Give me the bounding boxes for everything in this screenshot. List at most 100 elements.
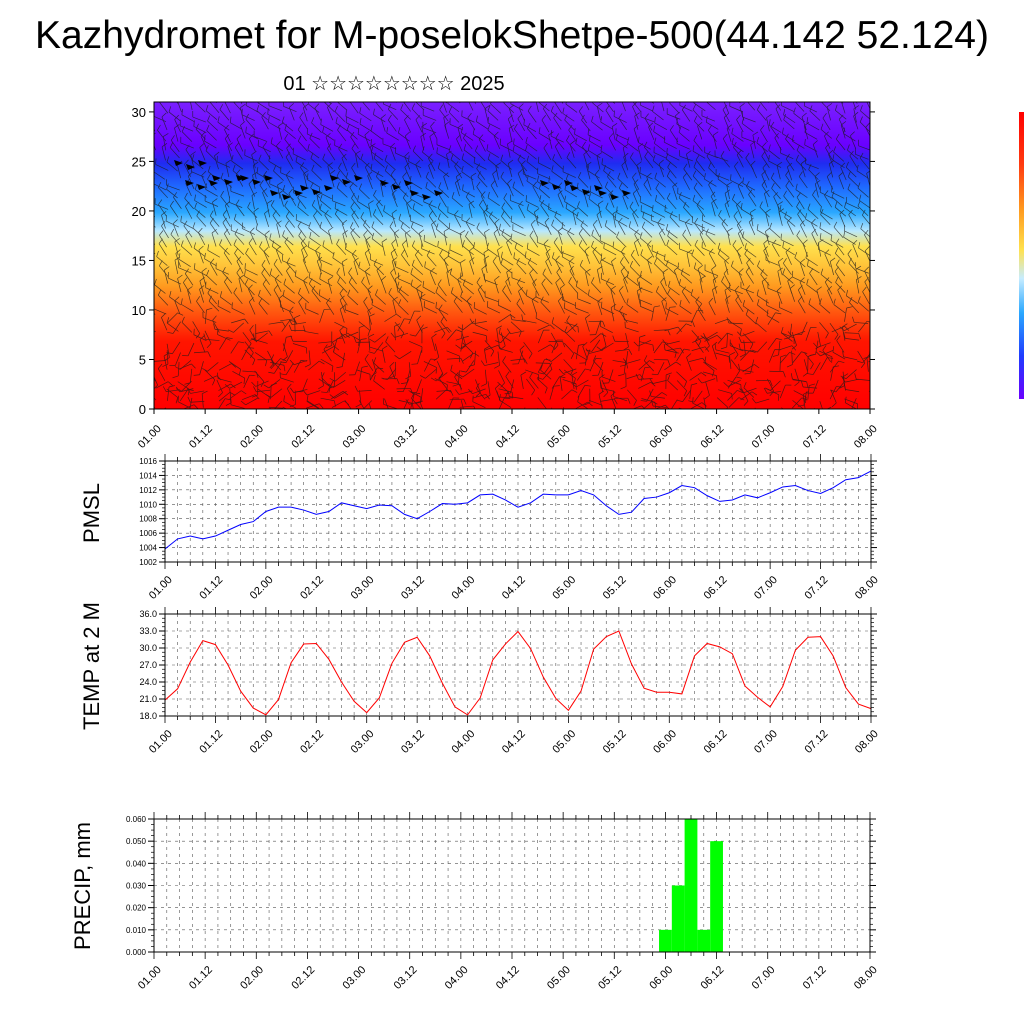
wind-barb-flag — [705, 95, 707, 101]
wind-barb-flag — [448, 145, 452, 152]
wind-barb-flag — [360, 153, 364, 160]
wind-barb — [512, 229, 526, 236]
wind-barb — [847, 188, 859, 199]
wind-barb-flag — [326, 297, 331, 304]
wind-barb-flag — [602, 321, 606, 327]
wind-barb-flag — [351, 192, 355, 199]
wind-barb-flag — [634, 238, 640, 243]
wind-barb-flag — [566, 152, 571, 158]
wind-barb-flag — [674, 351, 677, 358]
wind-barb-flag — [350, 102, 351, 103]
wind-barb-flag — [224, 228, 229, 234]
wind-barb — [692, 221, 706, 229]
wind-barb-flag — [833, 365, 840, 368]
wind-barb — [540, 369, 552, 380]
wind-barb-flag — [693, 262, 697, 269]
wind-barb — [174, 300, 181, 315]
wind-barb-flag — [193, 263, 196, 270]
wind-barb — [568, 282, 578, 294]
wind-barb — [479, 205, 488, 217]
wind-barb-flag — [651, 401, 658, 405]
wind-barb — [262, 192, 269, 206]
wind-barb — [828, 154, 834, 168]
wind-barb-flag — [704, 346, 710, 352]
wind-barb-flag — [744, 372, 751, 375]
precip-bar — [710, 841, 723, 952]
wind-barb-flag — [327, 143, 332, 149]
wind-barb — [345, 309, 359, 316]
wind-barb — [345, 177, 358, 187]
wind-barb — [817, 342, 831, 348]
wind-barb-flag — [284, 124, 287, 131]
wind-barb-flag — [342, 230, 348, 235]
wind-barb — [165, 220, 179, 228]
wind-barb-flag — [621, 94, 625, 98]
wind-barb-flag — [783, 371, 786, 378]
wind-barb-flag — [282, 230, 285, 237]
wind-barb-flag — [584, 246, 590, 251]
wind-barb-flag — [348, 276, 353, 283]
wind-barb-flag — [531, 295, 537, 301]
wind-barb — [768, 150, 780, 160]
wind-barb-flag — [197, 84, 200, 89]
wind-barb — [724, 290, 729, 304]
wind-barb-flag — [562, 107, 565, 114]
wind-barb — [664, 343, 677, 353]
wind-barb-flag — [462, 336, 469, 339]
wind-barb-flag — [198, 227, 203, 233]
wind-barb-flag — [360, 212, 364, 218]
wind-barb — [262, 146, 271, 160]
wind-barb — [368, 316, 371, 331]
wind-barb-flag — [235, 169, 241, 175]
wind-barb-flag — [234, 228, 239, 235]
wind-barb-flag — [780, 354, 787, 358]
wind-barb-flag — [298, 287, 301, 294]
wind-barb — [607, 176, 617, 188]
wind-barb — [679, 105, 693, 112]
wind-barb — [819, 227, 833, 236]
wind-barb-flag — [476, 181, 481, 187]
wind-barb-flag — [398, 299, 402, 305]
wind-barb-flag — [626, 298, 629, 305]
wind-barb — [550, 332, 559, 346]
wind-barb-flag — [292, 147, 295, 154]
wind-barb — [154, 308, 167, 315]
wind-barb-flag — [682, 229, 687, 236]
wind-barb — [741, 123, 754, 132]
wind-barb — [551, 407, 553, 409]
wind-barb-flag — [727, 332, 733, 336]
wind-barb-flag — [500, 171, 504, 178]
wind-barb-flag — [486, 242, 489, 249]
wind-barb-flag — [349, 182, 354, 188]
wind-barb — [196, 215, 207, 227]
wind-barb-flag — [467, 296, 472, 302]
wind-barb — [702, 229, 716, 236]
wind-barb-flag — [684, 381, 687, 388]
wind-barb — [593, 360, 604, 372]
wind-barb-flag — [183, 277, 188, 283]
wind-barb — [822, 117, 831, 131]
wind-barb — [177, 381, 190, 390]
wind-barb-flag — [357, 128, 360, 135]
wind-barb — [505, 281, 512, 295]
wind-barb-flag — [796, 192, 801, 198]
wind-barb-flag — [285, 220, 289, 227]
wind-barb-flag — [864, 277, 870, 283]
wind-barb — [640, 306, 654, 313]
wind-barb — [870, 323, 881, 331]
wind-barb-flag — [628, 349, 633, 355]
wind-barb — [359, 367, 363, 382]
wind-barb-flag — [560, 284, 566, 289]
wind-barb-flag — [675, 361, 682, 366]
wind-barb-flag — [847, 171, 851, 177]
wind-barb — [591, 121, 603, 131]
wind-barb — [206, 275, 218, 286]
wind-barb-flag — [690, 289, 694, 296]
wind-barb-flag — [686, 150, 692, 155]
wind-barb — [525, 369, 539, 375]
wind-barb — [552, 257, 564, 267]
wind-barb-flag — [460, 370, 467, 373]
wind-barb-flag — [806, 381, 809, 388]
wind-barb-flag — [548, 176, 550, 183]
wind-barb-flag — [840, 121, 847, 126]
